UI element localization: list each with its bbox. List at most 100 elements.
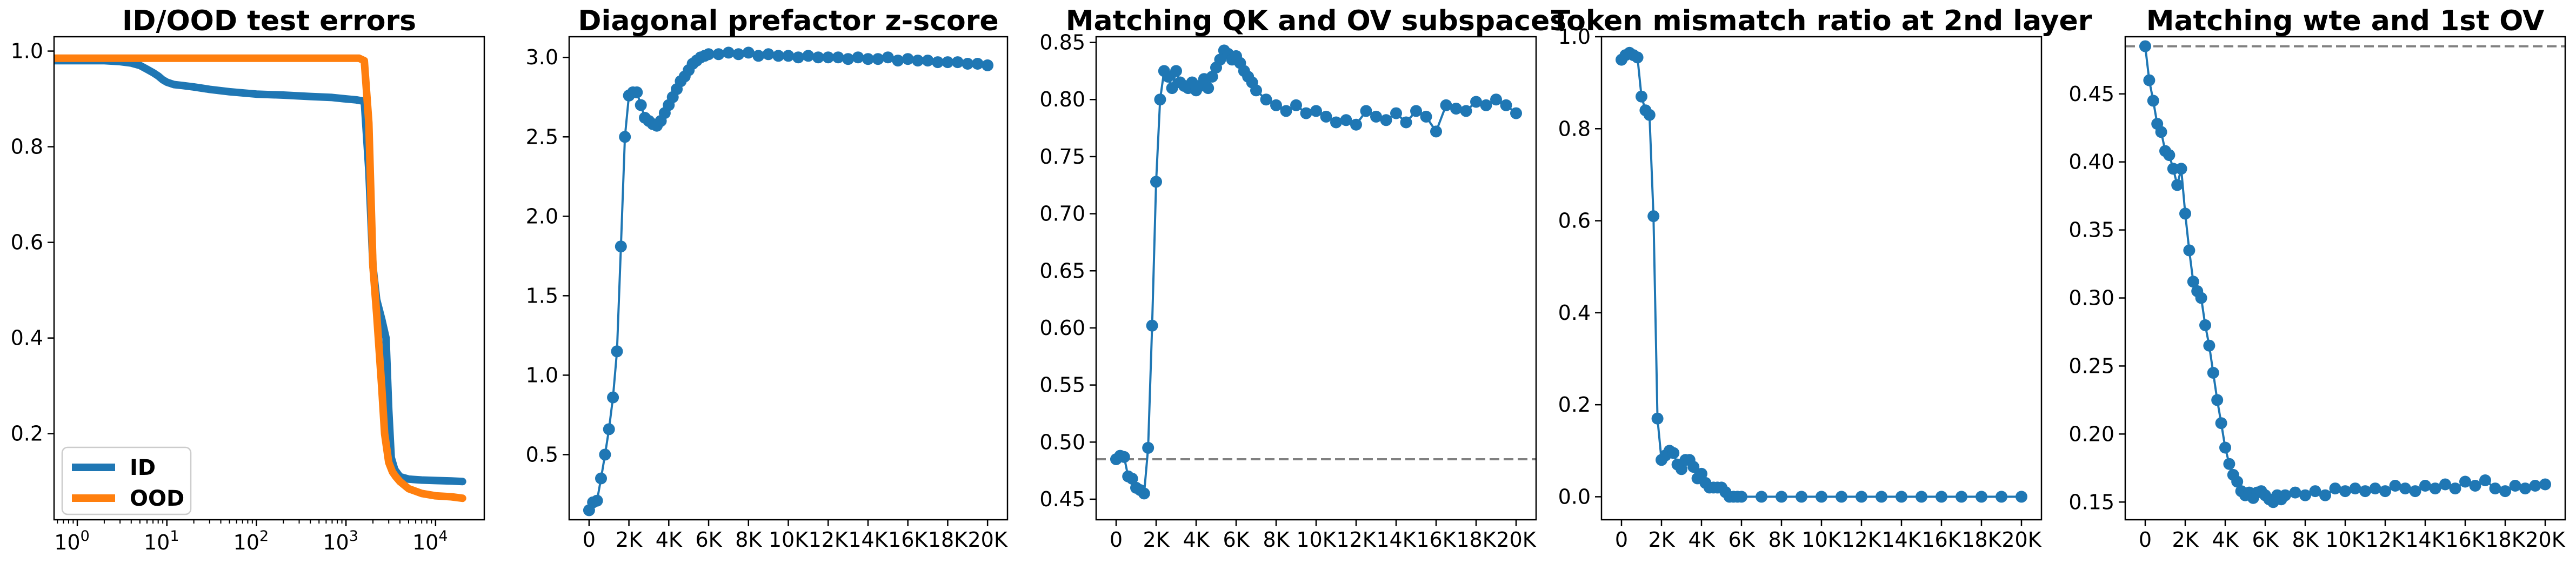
data-point	[2199, 319, 2211, 331]
data-point	[1320, 110, 1332, 123]
data-point	[1816, 491, 1827, 503]
data-point	[2439, 478, 2451, 491]
data-point	[1736, 491, 1747, 503]
data-point	[1856, 491, 1867, 503]
data-point	[1936, 491, 1947, 503]
x-tick-label: 0	[583, 528, 596, 552]
x-tick-label: 2K	[1648, 528, 1675, 552]
data-point	[703, 48, 715, 61]
data-point	[631, 86, 643, 98]
series-line	[1620, 51, 2023, 498]
data-point	[2207, 367, 2219, 379]
data-point	[892, 55, 904, 67]
data-point	[611, 345, 623, 358]
data-point	[812, 51, 824, 64]
y-tick-label: 0.85	[1039, 31, 1085, 55]
data-point	[2175, 163, 2187, 175]
data-point	[607, 391, 619, 404]
data-point	[1643, 109, 1656, 121]
data-point	[882, 51, 894, 64]
data-point	[942, 56, 954, 69]
data-point	[2203, 339, 2215, 352]
y-tick-label: 0.65	[1039, 259, 1085, 283]
data-point	[2499, 485, 2511, 498]
data-point	[872, 53, 884, 65]
data-point	[2319, 489, 2331, 501]
data-point	[2147, 95, 2159, 107]
x-tick-label: 102	[233, 528, 269, 554]
data-point	[1330, 116, 1342, 129]
data-point	[951, 56, 964, 69]
data-point	[2171, 179, 2184, 191]
data-point	[752, 50, 765, 62]
y-tick-label: 0.4	[1558, 301, 1591, 325]
series-line-ood	[54, 54, 466, 502]
data-point	[2187, 276, 2199, 288]
legend-label: OOD	[130, 486, 184, 511]
x-tick-label: 8K	[1768, 528, 1795, 552]
data-point	[1470, 96, 1482, 108]
data-point	[1350, 118, 1362, 131]
chart-title: Matching QK and OV subspaces	[1066, 5, 1566, 37]
y-tick-label: 0.75	[1039, 145, 1085, 169]
y-tick-label: 0.8	[1558, 117, 1591, 140]
x-tick-label: 14K	[2405, 528, 2445, 552]
x-tick-label: 10K	[1296, 528, 1336, 552]
x-tick-label: 18K	[1456, 528, 1496, 552]
x-tick-label: 6K	[695, 528, 722, 552]
data-point	[2183, 244, 2195, 257]
data-point	[1280, 105, 1292, 117]
data-point	[2163, 149, 2175, 162]
chart-title: ID/OOD test errors	[122, 5, 416, 37]
x-tick-label: 14K	[1881, 528, 1921, 552]
x-tick-label: 16K	[1416, 528, 1456, 552]
x-tick-label: 20K	[2001, 528, 2041, 552]
plot-area	[583, 46, 994, 517]
data-point	[1756, 491, 1767, 503]
data-point	[922, 55, 934, 67]
y-tick-label: 2.0	[526, 204, 558, 228]
x-tick-label: 18K	[2485, 528, 2525, 552]
y-tick-label: 0.20	[2068, 422, 2114, 446]
x-tick-label: 18K	[928, 528, 968, 552]
data-point	[1647, 210, 1660, 223]
y-tick-label: 0.80	[1039, 88, 1085, 111]
x-tick-label: 0	[1110, 528, 1123, 552]
y-tick-label: 0.6	[1558, 209, 1591, 233]
x-tick-label: 16K	[1921, 528, 1961, 552]
chart-panel-2: Diagonal prefactor z-score 0.5 1.0 1.5 2.0 2.…	[526, 5, 1009, 552]
x-tick-label: 4K	[1183, 528, 1210, 552]
data-point	[1676, 463, 1687, 475]
data-point	[603, 423, 615, 435]
data-point	[2449, 482, 2461, 495]
data-point	[862, 53, 874, 65]
y-tick-label: 0.60	[1039, 316, 1085, 340]
data-point	[635, 99, 647, 111]
data-point	[912, 55, 924, 67]
data-point	[1916, 491, 1927, 503]
data-point	[982, 59, 994, 71]
data-point	[1696, 467, 1707, 480]
data-point	[2409, 485, 2421, 498]
data-point	[1450, 103, 1462, 115]
data-point	[2289, 486, 2301, 499]
data-point	[2399, 482, 2411, 495]
y-tick-label: 3.0	[526, 45, 558, 69]
legend: ID OOD	[61, 446, 192, 515]
y-tick-label: 0.5	[526, 442, 558, 466]
data-point	[1631, 51, 1644, 64]
data-point	[1636, 90, 1647, 103]
data-point	[2429, 482, 2441, 495]
data-point	[1270, 99, 1282, 111]
data-point	[1836, 491, 1847, 503]
x-tick-label: 10K	[1801, 528, 1841, 552]
data-point	[2223, 458, 2235, 470]
x-tick-label: 18K	[1961, 528, 2001, 552]
x-tick-label: 20K	[2525, 528, 2565, 552]
x-tick-label: 8K	[735, 528, 762, 552]
x-tick-label: 12K	[809, 528, 849, 552]
data-point	[2143, 74, 2155, 86]
data-point	[1490, 93, 1502, 106]
data-point	[1260, 93, 1272, 106]
